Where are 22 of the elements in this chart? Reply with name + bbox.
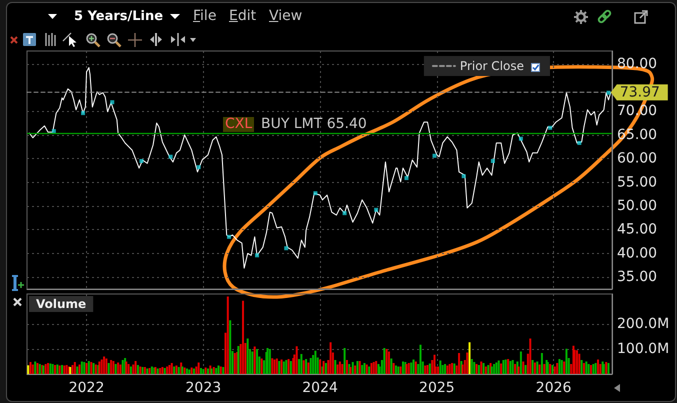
text: View [269, 8, 302, 25]
ref-line-label: BUY LMT 65.40 [261, 116, 367, 132]
x-tick-label: 2022 [68, 380, 104, 396]
chart-title: 5 Years/Line [74, 8, 164, 25]
y-tick-label: 35.00 [617, 269, 658, 286]
x-tick-label: 2026 [536, 380, 572, 396]
cancel-button: CXL [223, 117, 254, 132]
y-tick-label: 60.00 [617, 150, 658, 167]
legend-label: Prior Close [460, 59, 524, 73]
annotation: 73.97 [620, 84, 660, 100]
text: Edit [229, 8, 256, 25]
x-tick-label: 2025 [419, 380, 455, 396]
y-tick-label: 200.0M [617, 316, 670, 332]
y-tick-label: 45.00 [617, 222, 658, 238]
x-tick-label: 2023 [185, 380, 222, 396]
y-tick-label: 55.00 [617, 174, 658, 190]
chart-title: Volume [36, 297, 86, 311]
y-tick-label: 100.0M [617, 341, 670, 357]
y-tick-label: 50.00 [617, 198, 658, 214]
x-tick-label: 2024 [302, 380, 338, 396]
text: File [193, 8, 216, 25]
y-tick-label: 40.00 [617, 245, 658, 262]
